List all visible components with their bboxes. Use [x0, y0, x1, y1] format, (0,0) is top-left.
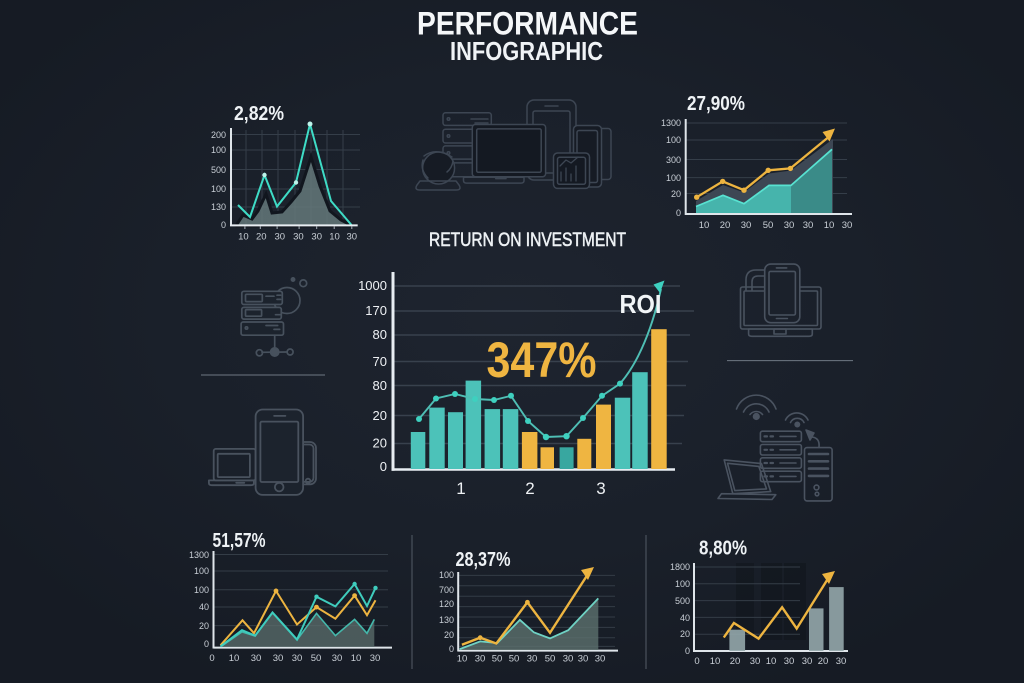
svg-text:20: 20 — [373, 408, 387, 423]
svg-text:10: 10 — [351, 653, 362, 664]
svg-text:70: 70 — [373, 354, 387, 369]
svg-text:30: 30 — [311, 232, 322, 243]
svg-text:0: 0 — [694, 656, 699, 667]
svg-text:30: 30 — [475, 654, 486, 665]
svg-text:3: 3 — [596, 479, 605, 498]
svg-text:30: 30 — [784, 656, 795, 667]
svg-text:50: 50 — [492, 654, 503, 665]
svg-text:30: 30 — [293, 232, 304, 243]
svg-text:130: 130 — [211, 202, 226, 212]
svg-text:2,82%: 2,82% — [234, 103, 284, 125]
svg-text:300: 300 — [666, 155, 681, 165]
svg-text:40: 40 — [680, 613, 690, 623]
svg-text:170: 170 — [365, 303, 387, 318]
svg-text:100: 100 — [439, 570, 454, 580]
svg-text:30: 30 — [803, 220, 814, 231]
svg-text:20: 20 — [818, 656, 829, 667]
svg-text:20: 20 — [444, 630, 454, 640]
svg-text:100: 100 — [211, 145, 226, 155]
svg-text:10: 10 — [824, 220, 835, 231]
svg-text:0: 0 — [204, 639, 209, 649]
svg-text:10: 10 — [699, 220, 710, 231]
svg-text:0: 0 — [676, 208, 681, 218]
svg-text:1000: 1000 — [358, 278, 387, 293]
svg-text:30: 30 — [842, 220, 853, 231]
svg-text:28,37%: 28,37% — [456, 549, 511, 571]
svg-text:0: 0 — [685, 646, 690, 656]
svg-text:1: 1 — [456, 479, 465, 498]
svg-text:100: 100 — [675, 579, 690, 589]
svg-text:10: 10 — [229, 653, 240, 664]
svg-text:30: 30 — [527, 654, 538, 665]
svg-text:500: 500 — [675, 596, 690, 606]
svg-text:30: 30 — [836, 656, 847, 667]
svg-text:30: 30 — [750, 656, 761, 667]
svg-text:30: 30 — [741, 220, 752, 231]
svg-text:500: 500 — [211, 165, 226, 175]
svg-text:27,90%: 27,90% — [687, 93, 745, 115]
svg-text:2: 2 — [525, 479, 534, 498]
svg-text:30: 30 — [251, 653, 262, 664]
svg-text:50: 50 — [311, 653, 322, 664]
svg-text:10: 10 — [457, 654, 468, 665]
svg-text:PERFORMANCE: PERFORMANCE — [417, 6, 638, 42]
svg-text:80: 80 — [373, 327, 387, 342]
svg-text:20: 20 — [680, 629, 690, 639]
svg-text:100: 100 — [211, 184, 226, 194]
svg-text:20: 20 — [730, 656, 741, 667]
svg-text:30: 30 — [563, 654, 574, 665]
svg-text:347%: 347% — [487, 332, 597, 388]
svg-text:10: 10 — [710, 656, 721, 667]
svg-text:ROI: ROI — [620, 289, 662, 319]
svg-text:30: 30 — [292, 653, 303, 664]
svg-text:100: 100 — [194, 566, 209, 576]
svg-text:10: 10 — [766, 656, 777, 667]
svg-text:700: 700 — [439, 585, 454, 595]
svg-text:8,80%: 8,80% — [699, 538, 747, 560]
svg-text:100: 100 — [666, 173, 681, 183]
svg-text:20: 20 — [373, 436, 387, 451]
svg-text:RETURN ON INVESTMENT: RETURN ON INVESTMENT — [429, 230, 626, 251]
svg-text:51,57%: 51,57% — [213, 530, 266, 552]
svg-text:1300: 1300 — [661, 118, 681, 128]
svg-text:1800: 1800 — [670, 562, 690, 572]
svg-text:10: 10 — [329, 232, 340, 243]
svg-text:30: 30 — [802, 656, 813, 667]
svg-text:1300: 1300 — [189, 550, 209, 560]
svg-text:80: 80 — [373, 378, 387, 393]
svg-text:100: 100 — [666, 135, 681, 145]
svg-text:200: 200 — [211, 130, 226, 140]
svg-text:0: 0 — [380, 459, 387, 474]
svg-text:30: 30 — [332, 653, 343, 664]
svg-text:50: 50 — [509, 654, 520, 665]
svg-text:30: 30 — [784, 220, 795, 231]
svg-text:30: 30 — [347, 232, 358, 243]
svg-text:130: 130 — [439, 615, 454, 625]
svg-text:INFOGRAPHIC: INFOGRAPHIC — [450, 36, 603, 66]
svg-text:0: 0 — [209, 653, 214, 664]
svg-text:50: 50 — [545, 654, 556, 665]
svg-text:30: 30 — [370, 653, 381, 664]
svg-text:20: 20 — [720, 220, 731, 231]
svg-text:30: 30 — [275, 232, 286, 243]
svg-text:120: 120 — [439, 599, 454, 609]
svg-text:20: 20 — [671, 189, 681, 199]
svg-text:40: 40 — [199, 602, 209, 612]
svg-text:100: 100 — [194, 585, 209, 595]
svg-text:0: 0 — [449, 644, 454, 654]
svg-text:50: 50 — [763, 220, 774, 231]
svg-text:20: 20 — [199, 621, 209, 631]
svg-text:0: 0 — [221, 220, 226, 230]
svg-text:30: 30 — [273, 653, 284, 664]
svg-text:30: 30 — [578, 654, 589, 665]
svg-text:20: 20 — [256, 232, 267, 243]
svg-text:10: 10 — [238, 232, 249, 243]
svg-text:30: 30 — [595, 654, 606, 665]
